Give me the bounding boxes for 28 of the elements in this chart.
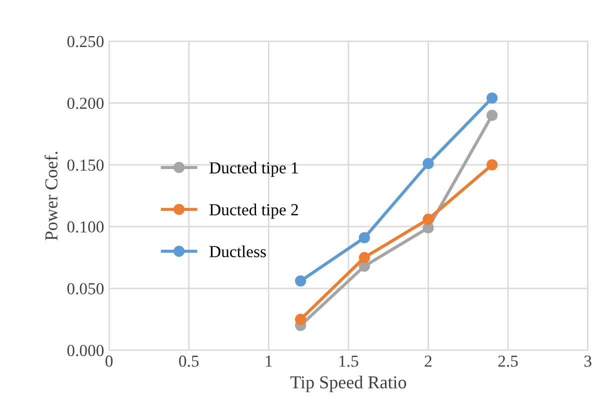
x-tick-label: 3 <box>584 356 592 367</box>
x-tick-label: 1.5 <box>340 356 358 367</box>
point <box>486 110 498 121</box>
point <box>358 232 370 244</box>
legend-label: Ducted tipe 1 <box>210 162 298 177</box>
point <box>422 214 434 225</box>
point <box>295 314 306 325</box>
point <box>486 92 498 104</box>
point <box>486 159 498 170</box>
y-tick-label: 0.000 <box>67 344 104 356</box>
y-axis-title: Power Coef. <box>44 152 58 240</box>
point <box>422 158 434 170</box>
y-tick-label: 0.150 <box>67 160 104 171</box>
point <box>422 222 434 234</box>
legend-label: Ducted tipe 2 <box>210 204 298 219</box>
point <box>358 252 370 264</box>
x-tick-label: 0.5 <box>179 356 199 367</box>
x-tick-label: 2 <box>424 356 432 367</box>
y-tick-label: 0.050 <box>67 283 104 294</box>
y-tick-label: 0.100 <box>67 221 104 233</box>
legend-label: Ductless <box>210 246 266 258</box>
x-tick-label: 1 <box>266 356 272 367</box>
x-axis-title: Tip Speed Ratio <box>290 376 406 392</box>
x-tick-label: 0 <box>106 356 113 367</box>
x-tick-label: 2.5 <box>498 356 518 367</box>
y-tick-label: 0.200 <box>67 98 104 110</box>
point <box>295 275 306 287</box>
y-tick-label: 0.250 <box>67 36 104 48</box>
